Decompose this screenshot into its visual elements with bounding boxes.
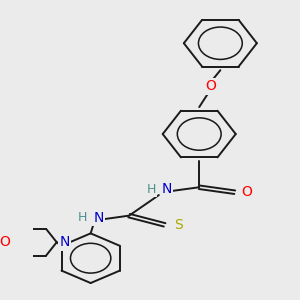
Text: N: N — [59, 235, 70, 249]
Text: S: S — [174, 218, 182, 232]
Text: N: N — [93, 211, 104, 225]
Text: N: N — [161, 182, 172, 197]
Text: H: H — [77, 211, 87, 224]
Text: H: H — [146, 183, 156, 196]
Text: O: O — [241, 185, 252, 199]
Text: O: O — [0, 235, 10, 249]
Text: O: O — [205, 80, 216, 94]
